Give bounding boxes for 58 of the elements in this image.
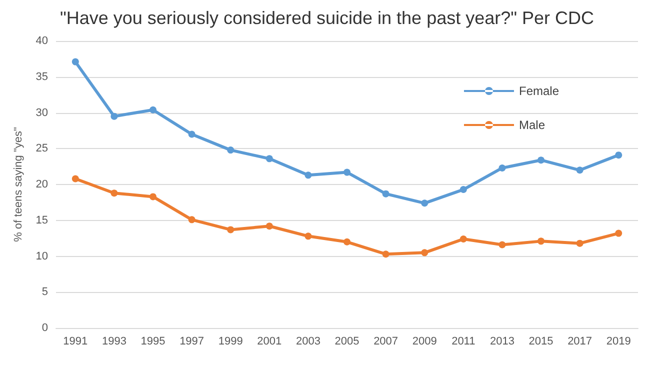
y-tick-label: 0 [42,322,48,334]
x-tick-label: 2003 [296,336,320,348]
y-tick-label: 5 [42,286,48,298]
point [498,241,506,248]
x-tick-label: 2001 [257,336,282,348]
y-tick-label: 15 [36,214,48,226]
point [576,166,584,174]
point [382,190,390,198]
y-tick-label: 40 [36,35,48,47]
point [615,230,622,237]
x-tick-label: 1997 [180,336,204,348]
point [304,172,312,179]
y-axis-title: % of teens saying "yes" [12,127,24,242]
y-tick-label: 20 [36,178,48,190]
point [460,186,467,194]
point [615,152,622,159]
point [110,190,118,197]
point [266,155,273,162]
x-tick-label: 2015 [528,336,554,348]
x-tick-label: 2019 [606,336,631,348]
x-tick-label: 1991 [63,336,88,348]
x-tick-label: 1993 [102,336,126,348]
point [188,216,196,224]
point [150,193,156,200]
x-tick-label: 1999 [218,336,243,348]
point [421,249,428,256]
y-tick-label: 30 [36,106,48,119]
x-tick-label: 2013 [490,336,514,348]
point [266,222,273,230]
point [538,156,544,164]
legend-label: Female [518,84,560,98]
point [421,200,428,207]
point [576,240,584,247]
point [227,226,234,234]
point [498,164,506,172]
point [150,106,156,114]
point [72,58,79,66]
point [344,168,350,176]
x-tick-label: 2007 [374,336,398,348]
legend-label: Male [518,118,546,132]
x-tick-label: 2009 [412,336,437,348]
point [227,146,234,154]
y-tick-label: 10 [36,250,48,262]
point [460,236,467,243]
chart-title: "Have you seriously considered suicide in the past year?" Per CDC [60,8,594,28]
point [110,112,118,120]
point [538,238,544,245]
point [382,250,390,258]
point [72,175,79,182]
y-tick-label: 35 [36,70,48,83]
point [188,130,196,138]
point [304,232,312,240]
x-tick-label: 2005 [334,336,360,348]
y-tick-label: 25 [36,142,48,155]
point [344,238,350,246]
x-tick-label: 2011 [452,336,476,348]
x-tick-label: 2017 [568,336,592,348]
x-tick-label: 1995 [140,336,166,348]
